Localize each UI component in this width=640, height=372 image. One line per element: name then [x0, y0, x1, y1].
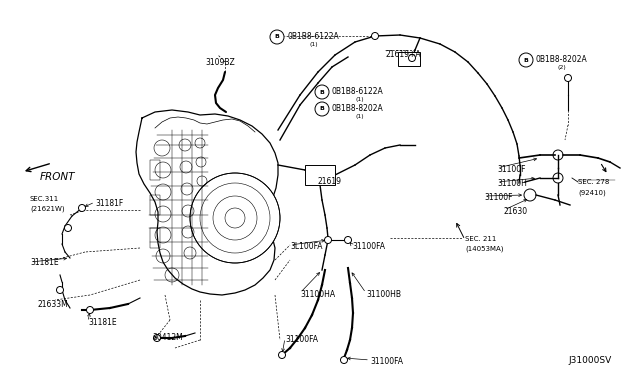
Text: J31000SV: J31000SV [568, 356, 611, 365]
Text: 21630: 21630 [504, 207, 528, 216]
Text: 31100F: 31100F [497, 165, 525, 174]
Circle shape [270, 30, 284, 44]
Text: B: B [319, 90, 324, 94]
Circle shape [408, 55, 415, 61]
Text: SEC. 211: SEC. 211 [465, 236, 497, 242]
Bar [150, 160, 160, 180]
Text: 31100FA: 31100FA [285, 335, 318, 344]
Text: (1): (1) [310, 42, 319, 47]
Circle shape [86, 307, 93, 314]
Circle shape [315, 102, 329, 116]
Circle shape [340, 356, 348, 363]
Text: 31100FA: 31100FA [370, 357, 403, 366]
Circle shape [190, 173, 280, 263]
Text: 31181F: 31181F [95, 199, 124, 208]
Text: 21619+A: 21619+A [386, 50, 422, 59]
Text: (92410): (92410) [578, 189, 605, 196]
Text: 0B1B8-6122A: 0B1B8-6122A [287, 32, 339, 41]
Text: B: B [275, 35, 280, 39]
Text: 31181E: 31181E [30, 258, 59, 267]
Circle shape [56, 286, 63, 294]
Text: B: B [319, 106, 324, 112]
Bar [150, 195, 160, 215]
Text: FRONT: FRONT [40, 172, 76, 182]
Text: 31100F: 31100F [484, 193, 513, 202]
Text: 21619: 21619 [318, 177, 342, 186]
Circle shape [278, 352, 285, 359]
Text: 0B1B8-8202A: 0B1B8-8202A [536, 55, 588, 64]
Bar [150, 228, 160, 248]
Text: 31100HA: 31100HA [300, 290, 335, 299]
Text: SEC. 278: SEC. 278 [578, 179, 609, 185]
Text: SEC.311: SEC.311 [30, 196, 60, 202]
Text: (2): (2) [558, 65, 567, 70]
Text: 31100FA: 31100FA [352, 242, 385, 251]
Text: 21633M: 21633M [38, 300, 68, 309]
Text: 31100H: 31100H [497, 179, 527, 188]
Text: (1): (1) [355, 97, 364, 102]
Bar [305, 165, 335, 185]
Circle shape [564, 74, 572, 81]
Bar [398, 52, 420, 66]
Text: B: B [524, 58, 529, 62]
Text: (21621W): (21621W) [30, 206, 65, 212]
Text: 0B1B8-6122A: 0B1B8-6122A [332, 87, 384, 96]
Text: 31100HB: 31100HB [366, 290, 401, 299]
Text: 31181E: 31181E [88, 318, 116, 327]
Text: 30412M: 30412M [152, 333, 183, 342]
Polygon shape [136, 110, 278, 295]
Circle shape [65, 224, 72, 231]
Circle shape [79, 205, 86, 212]
Text: 3109BZ: 3109BZ [205, 58, 235, 67]
Circle shape [315, 85, 329, 99]
Circle shape [519, 53, 533, 67]
Circle shape [154, 334, 161, 341]
Text: 0B1B8-8202A: 0B1B8-8202A [332, 104, 384, 113]
Circle shape [344, 237, 351, 244]
Circle shape [371, 32, 378, 39]
Text: (1): (1) [355, 114, 364, 119]
Text: (14053MA): (14053MA) [465, 246, 504, 253]
Circle shape [324, 237, 332, 244]
Text: 3L100FA: 3L100FA [290, 242, 323, 251]
